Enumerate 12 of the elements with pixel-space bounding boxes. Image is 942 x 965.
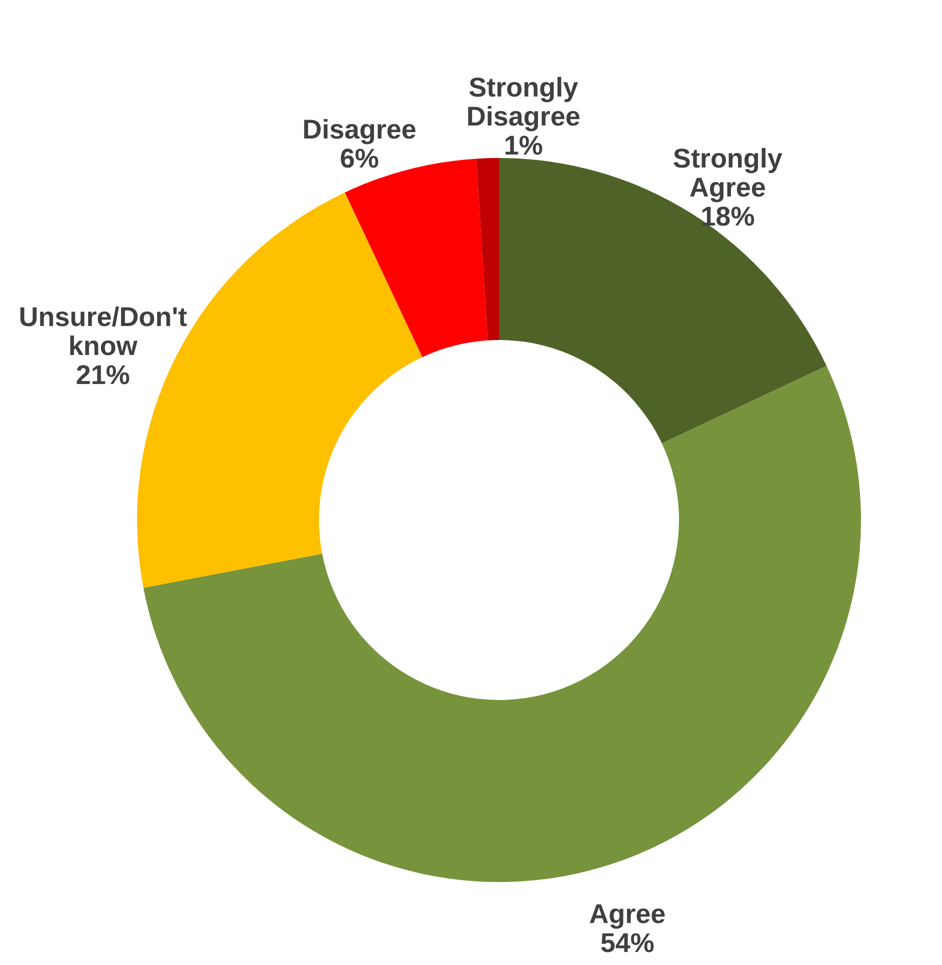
data-label: 6% bbox=[340, 144, 379, 174]
slice-label: Disagree bbox=[302, 114, 416, 145]
data-label: 21% bbox=[76, 360, 130, 390]
slice-label: Strongly Agree bbox=[672, 144, 782, 203]
slice-label: Strongly Disagree bbox=[466, 72, 580, 132]
donut-slice bbox=[143, 366, 860, 882]
slice-label: Agree bbox=[589, 899, 666, 930]
data-label: 18% bbox=[700, 202, 755, 232]
slice-label: Unsure/Don't know bbox=[18, 302, 188, 362]
data-label: 1% bbox=[504, 130, 543, 161]
donut-slice bbox=[476, 158, 499, 340]
data-label: 54% bbox=[600, 928, 654, 958]
